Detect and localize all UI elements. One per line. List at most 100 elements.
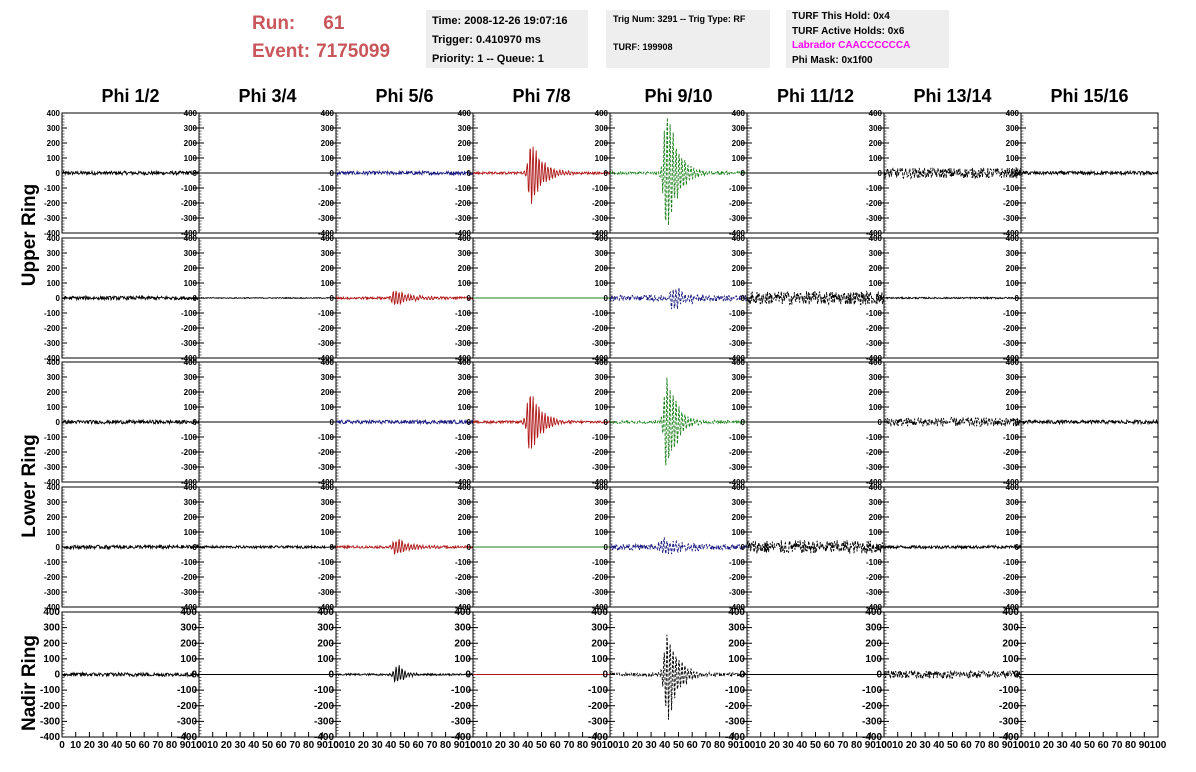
y-tick-label: 100 — [184, 279, 198, 288]
turf-text: TURF: 199908 — [613, 42, 673, 52]
y-tick-label: 300 — [458, 124, 472, 133]
y-tick-label: 300 — [732, 373, 746, 382]
y-tick-label: -400 — [1003, 603, 1020, 612]
y-tick-label: -200 — [866, 199, 883, 208]
y-tick-label: 100 — [184, 403, 198, 412]
waveform-trace — [883, 416, 1022, 427]
y-tick-label: -200 — [588, 701, 608, 712]
x-tick-label: 50 — [536, 740, 548, 751]
y-tick-label: -100 — [592, 433, 609, 442]
x-tick-label: 40 — [111, 740, 123, 751]
y-tick-label: -100 — [866, 309, 883, 318]
x-tick-label: 60 — [687, 740, 699, 751]
waveform-panel: 400 300 200 100 0 -100 -200 -300 -400 — [44, 483, 200, 612]
run-value: 61 — [323, 13, 345, 34]
y-tick-label: 200 — [458, 139, 472, 148]
x-tick-label: 20 — [358, 740, 370, 751]
y-tick-label: -300 — [44, 339, 61, 348]
y-tick-label: 100 — [1002, 654, 1019, 665]
waveform-trace — [335, 665, 474, 684]
y-tick-label: 300 — [458, 498, 472, 507]
y-tick-label: 0 — [741, 169, 746, 178]
y-tick-label: 200 — [732, 388, 746, 397]
column-header: Phi 11/12 — [776, 86, 855, 106]
y-tick-label: 300 — [595, 124, 609, 133]
y-tick-label: 300 — [732, 124, 746, 133]
y-tick-label: 0 — [467, 543, 472, 552]
y-tick-label: -300 — [866, 214, 883, 223]
y-tick-label: 300 — [1006, 124, 1020, 133]
x-tick-label: 100 — [876, 740, 893, 751]
waveform-panel: 400 300 200 100 0 -100 -200 -300 -400 — [1003, 483, 1159, 612]
y-tick-label: 200 — [43, 638, 60, 649]
y-tick-label: -400 — [44, 603, 61, 612]
y-tick-label: 200 — [869, 388, 883, 397]
waveform-trace — [609, 634, 748, 720]
y-tick-label: 0 — [878, 418, 883, 427]
y-tick-label: -100 — [592, 309, 609, 318]
y-tick-label: 100 — [180, 654, 197, 665]
y-tick-label: -400 — [455, 478, 472, 487]
y-tick-label: -200 — [729, 573, 746, 582]
y-tick-label: 100 — [321, 403, 335, 412]
y-tick-label: -200 — [455, 573, 472, 582]
y-tick-label: -100 — [729, 309, 746, 318]
waveform-panel: 400 300 200 100 0 -100 -200 -300 -400 — [1003, 109, 1159, 238]
x-tick-label: 10 — [618, 740, 630, 751]
y-tick-label: -200 — [40, 701, 60, 712]
y-tick-label: 300 — [458, 249, 472, 258]
y-tick-label: 300 — [869, 124, 883, 133]
waveform-panel: 400 300 200 100 0 -100 -200 -300 -400 — [455, 358, 611, 487]
y-tick-label: -300 — [455, 214, 472, 223]
y-tick-label: -200 — [1003, 448, 1020, 457]
y-tick-label: -300 — [451, 716, 471, 727]
x-tick-label: 10 — [481, 740, 493, 751]
y-tick-label: -400 — [455, 354, 472, 363]
y-tick-label: -100 — [455, 309, 472, 318]
y-tick-label: -300 — [862, 716, 882, 727]
y-tick-label: -300 — [729, 214, 746, 223]
y-tick-label: 400 — [1006, 109, 1020, 118]
event-label: Event: — [252, 41, 311, 62]
x-tick-label: 10 — [344, 740, 356, 751]
y-tick-label: -300 — [729, 588, 746, 597]
y-tick-label: -100 — [866, 433, 883, 442]
y-tick-label: 300 — [184, 373, 198, 382]
y-tick-label: -100 — [588, 685, 608, 696]
waveform-trace — [883, 296, 1022, 300]
y-tick-label: -300 — [177, 716, 197, 727]
priority-text: Priority: 1 -- Queue: 1 — [432, 53, 544, 65]
y-tick-label: -300 — [588, 716, 608, 727]
y-tick-label: 0 — [739, 670, 745, 681]
y-tick-label: -300 — [318, 588, 335, 597]
panel-frame — [609, 486, 748, 608]
y-tick-label: 400 — [458, 234, 472, 243]
y-tick-label: -200 — [318, 573, 335, 582]
y-tick-label: -400 — [729, 229, 746, 238]
waveform-trace — [883, 544, 1022, 551]
y-tick-label: -300 — [318, 339, 335, 348]
waveform-panel: 400 300 200 100 0 -100 -200 -300 -400 — [729, 234, 885, 363]
y-tick-label: 100 — [184, 154, 198, 163]
y-tick-label: -400 — [592, 478, 609, 487]
y-tick-label: 100 — [595, 403, 609, 412]
y-tick-label: -400 — [862, 732, 882, 743]
y-tick-label: -300 — [1003, 588, 1020, 597]
y-tick-label: 0 — [1015, 543, 1020, 552]
y-tick-label: -200 — [451, 701, 471, 712]
y-tick-label: 400 — [1006, 234, 1020, 243]
x-tick-label: 20 — [906, 740, 918, 751]
column-header: Phi 1/2 — [101, 86, 160, 106]
waveform-panel: 400 300 200 100 0 -100 -200 -300 -400 — [866, 234, 1022, 363]
x-tick-label: 10 — [70, 740, 82, 751]
waveform-panel: 400 300 200 100 0 -100 -200 -300 -400 — [729, 109, 885, 238]
y-tick-label: -200 — [999, 701, 1019, 712]
y-tick-label: 200 — [47, 388, 61, 397]
y-tick-label: -300 — [1003, 463, 1020, 472]
y-tick-label: -400 — [181, 229, 198, 238]
y-tick-label: 0 — [878, 169, 883, 178]
time-info-box: Time: 2008-12-26 19:07:16 Trigger: 0.410… — [426, 10, 588, 68]
y-tick-label: 0 — [878, 543, 883, 552]
x-tick-label: 70 — [700, 740, 712, 751]
